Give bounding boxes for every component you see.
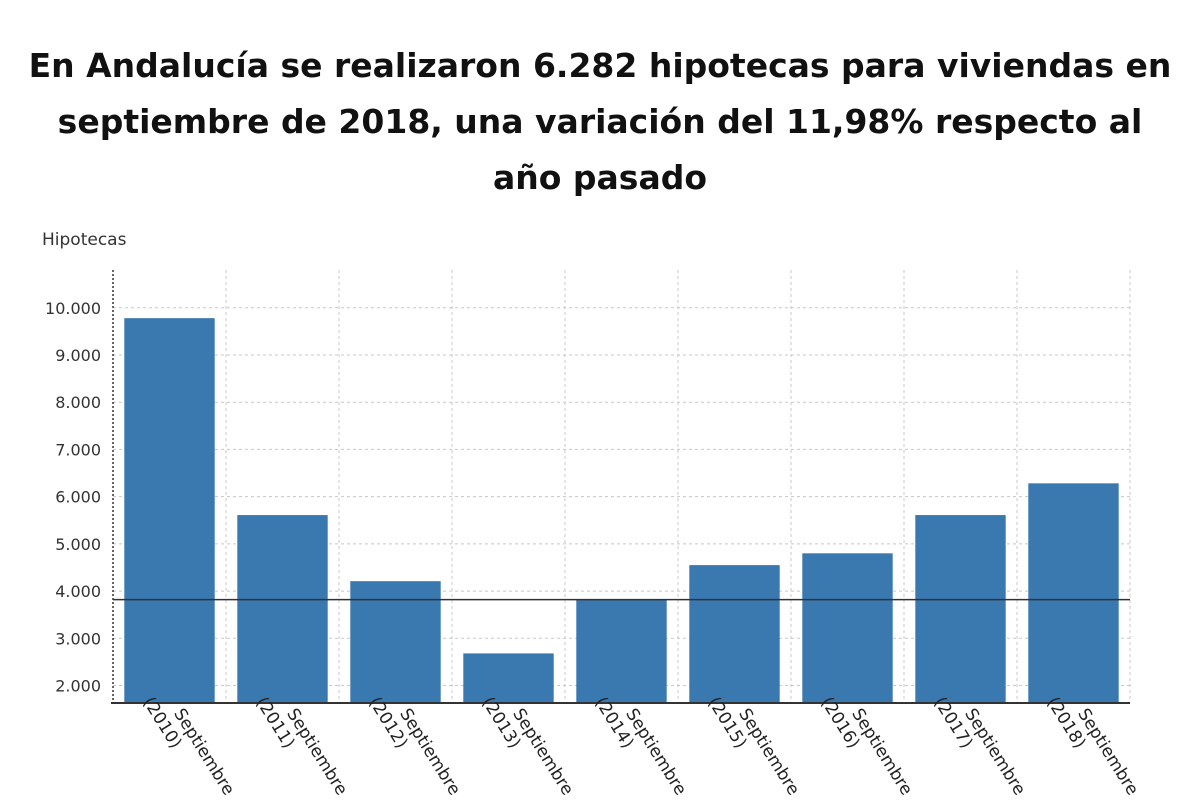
axis-layer <box>111 270 1130 704</box>
bar <box>576 599 667 703</box>
chart-title: En Andalucía se realizaron 6.282 hipotec… <box>28 46 1172 197</box>
y-tick-label: 6.000 <box>55 488 101 507</box>
bar <box>802 553 893 703</box>
bar <box>689 565 780 703</box>
bar <box>237 515 328 703</box>
bar <box>915 515 1006 703</box>
y-tick-label: 3.000 <box>55 629 101 648</box>
bar-layer <box>124 318 1119 703</box>
y-tick-label: 5.000 <box>55 535 101 554</box>
y-tick-label: 4.000 <box>55 582 101 601</box>
bar <box>124 318 215 703</box>
bar <box>350 581 441 703</box>
y-tick-label: 8.000 <box>55 393 101 412</box>
y-tick-label: 9.000 <box>55 346 101 365</box>
y-tick-label: 10.000 <box>45 299 101 318</box>
y-tick-label: 2.000 <box>55 677 101 696</box>
y-axis-title: Hipotecas <box>42 230 127 250</box>
bar <box>1028 483 1119 703</box>
y-tick-label: 7.000 <box>55 440 101 459</box>
bar <box>463 653 554 703</box>
